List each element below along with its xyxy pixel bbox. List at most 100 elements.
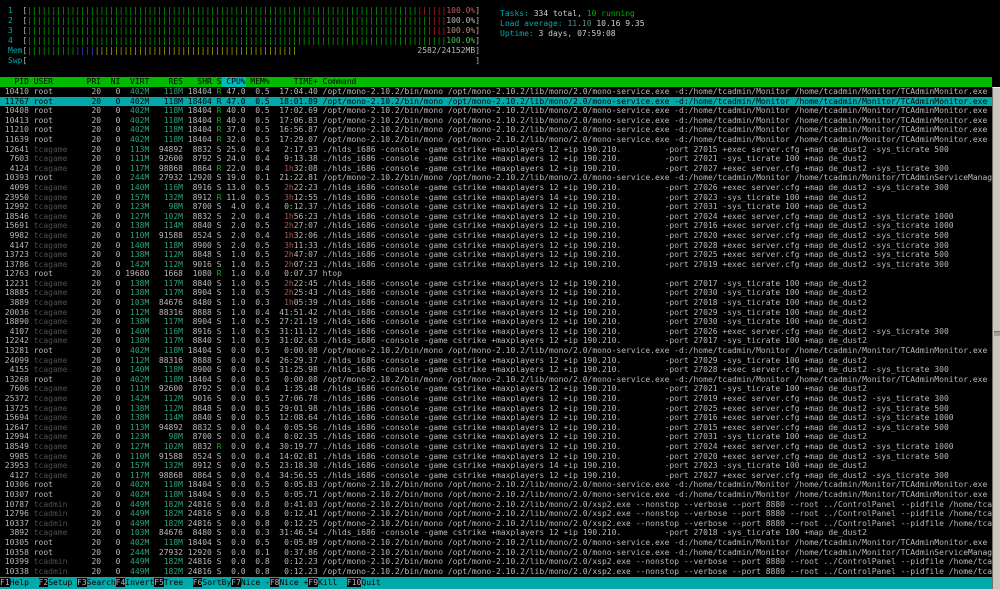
process-row[interactable]: 12763 root 20 0 19680 1668 1080 R 1.0 0.0 0:07.37 h… <box>0 269 992 279</box>
fkey-nice[interactable]: F7 <box>231 578 241 587</box>
cell-pid: 10338 <box>4 566 29 576</box>
process-row[interactable]: 10338 tcadmin 20 0 449M 182M 24816 S 0.0 0.8 0:12.… <box>0 567 992 577</box>
process-row[interactable]: 9982 tcagame 20 0 110M 91588 8524 S 2.0 0.4 1h32:0… <box>0 231 992 241</box>
cell-res: 118M <box>163 537 183 547</box>
cell-cpu: 1.0 <box>231 336 246 346</box>
process-row[interactable]: 18546 tcagame 20 0 127M 102M 8832 S 2.0 0.4 1h56:2… <box>0 212 992 222</box>
fkey-label-setup[interactable]: Setup <box>48 578 78 587</box>
process-row[interactable]: 9985 tcagame 20 0 110M 91588 8524 S 0.0 0.4 14:02.… <box>0 452 992 462</box>
column-header-res[interactable]: RES <box>168 77 183 86</box>
cell-time: 2h22:23 <box>284 182 318 192</box>
fkey-label-invert[interactable]: Invert <box>125 578 155 587</box>
process-row[interactable]: 12796 tcadmin 20 0 449M 182M 24816 S 0.0 0.8 0:12.… <box>0 509 992 519</box>
process-row[interactable]: 12994 tcagame 20 0 123M 98M 8700 S 0.0 0.4 0:02.35… <box>0 432 992 442</box>
cell-cpu: 0.0 <box>231 394 246 403</box>
process-row[interactable]: 10410 root 20 0 402M 118M 18404 R 47.0 0.5 17:04.4… <box>0 87 992 97</box>
fkey-label-search[interactable]: Search <box>86 578 116 587</box>
process-row[interactable]: 4127 tcagame 20 0 117M 98868 8864 S 0.0 0.4 34:56.… <box>0 471 992 481</box>
process-row[interactable]: 24099 tcagame 20 0 112M 88316 8888 S 0.0 0.4 26:29… <box>0 356 992 366</box>
process-row[interactable]: 13786 tcagame 20 0 142M 112M 9016 S 1.0 0.5 2h07:2… <box>0 260 992 270</box>
process-row[interactable]: 10399 tcadmin 20 0 449M 182M 24816 S 0.0 0.8 0:12.… <box>0 557 992 567</box>
cell-ni: 0 <box>115 557 121 567</box>
process-row[interactable]: 20036 tcagame 20 0 112M 88316 8888 S 1.0 0.4 41:51… <box>0 308 992 318</box>
process-row[interactable]: 12641 tcagame 20 0 113M 94892 8832 S 25.0 0.4 2:17… <box>0 145 992 155</box>
process-row[interactable]: 23953 tcagame 20 0 157M 132M 8912 S 0.0 0.5 23:18.… <box>0 461 992 471</box>
process-row[interactable]: 23950 tcagame 20 0 157M 132M 8912 R 11.0 0.5 3h12:… <box>0 193 992 203</box>
fkey-kill[interactable]: F9 <box>308 578 319 587</box>
process-row[interactable]: 4099 tcagame 20 0 140M 116M 8916 S 13.0 0.5 2h22:2… <box>0 183 992 193</box>
column-header-pid[interactable]: PID <box>14 77 29 86</box>
process-row[interactable]: 4155 tcagame 20 0 140M 118M 8900 S 0.0 0.5 31:25.9… <box>0 365 992 375</box>
process-row[interactable]: 10787 tcadmin 20 0 449M 182M 24816 S 0.0 0.8 0:41.… <box>0 500 992 510</box>
process-row[interactable]: 13725 tcagame 20 0 138M 112M 8848 S 0.0 0.5 29:01.… <box>0 404 992 414</box>
scrollbar[interactable] <box>992 87 1000 589</box>
fkey-tree[interactable]: F5 <box>154 578 164 587</box>
column-header-shr[interactable]: SHR <box>197 77 212 86</box>
process-row[interactable]: 12231 tcagame 20 0 138M 117M 8840 S 1.0 0.5 2h22:4… <box>0 279 992 289</box>
fkey-label-sortby[interactable]: SortBy <box>202 578 232 587</box>
fkey-setup[interactable]: F2 <box>38 578 49 587</box>
process-row[interactable]: 13281 root 20 0 402M 118M 18404 S 0.0 0.5 0:00.08 /… <box>0 346 992 356</box>
process-row[interactable]: 13723 tcagame 20 0 138M 112M 8848 S 1.0 0.5 2h47:0… <box>0 250 992 260</box>
process-row[interactable]: 10306 root 20 0 402M 118M 18404 S 0.0 0.5 0:05.83 /… <box>0 480 992 490</box>
column-header-virt[interactable]: VIRT <box>130 77 150 86</box>
process-row[interactable]: 10305 root 20 0 402M 118M 18404 S 0.0 0.5 0:05.89 /… <box>0 538 992 548</box>
process-row[interactable]: 12242 tcagame 20 0 138M 117M 8840 S 1.0 0.5 31:02.… <box>0 336 992 346</box>
process-row[interactable]: 15694 tcagame 20 0 138M 114M 8840 S 0.0 0.5 12:08.… <box>0 413 992 423</box>
fkey-search[interactable]: F3 <box>77 578 87 587</box>
column-header-time[interactable]: TIME+ <box>293 77 318 86</box>
cell-shr: 8840 <box>192 413 212 423</box>
scrollbar-thumb[interactable] <box>994 331 1000 336</box>
process-row[interactable]: 3892 tcagame 20 0 103M 84676 8480 S 0.0 0.3 31:46.… <box>0 528 992 538</box>
fkey-label-tree[interactable]: Tree <box>163 578 193 587</box>
process-row[interactable]: 7603 tcagame 20 0 111M 92600 8792 S 24.0 0.4 9:13.… <box>0 154 992 164</box>
fkey-help[interactable]: F1 <box>0 578 10 587</box>
cell-ni: 0 <box>115 192 121 202</box>
process-row[interactable]: 25372 tcagame 20 0 142M 112M 9016 S 0.0 0.5 27:06.… <box>0 394 992 404</box>
cell-pid: 15694 <box>4 413 29 423</box>
cell-pid: 4127 <box>9 470 29 480</box>
fkey-quit[interactable]: F10 <box>346 578 362 587</box>
fkey-label-quit[interactable]: Quit <box>361 578 391 587</box>
column-header-command[interactable]: Command <box>322 77 357 86</box>
process-row[interactable]: 10337 tcadmin 20 0 449M 182M 24816 S 0.0 0.8 0:12.… <box>0 519 992 529</box>
process-row[interactable]: 10413 root 20 0 402M 118M 18404 R 40.0 0.5 17:06.8… <box>0 116 992 126</box>
fkey-invert[interactable]: F4 <box>115 578 126 587</box>
fkey-nice[interactable]: F8 <box>269 578 280 587</box>
process-row-selected[interactable]: 11767 root 20 0 402M 118M 18404 R 47.0 0.5 18:01.8… <box>0 96 992 107</box>
process-row[interactable]: 7606 tcagame 20 0 111M 92600 8792 S 0.0 0.4 1:35.4… <box>0 384 992 394</box>
fkey-sortby[interactable]: F6 <box>192 578 203 587</box>
process-row[interactable]: 4147 tcagame 20 0 140M 118M 8900 S 2.0 0.5 3h11:33… <box>0 241 992 251</box>
fkey-label-nice[interactable]: Nice + <box>279 578 309 587</box>
process-row[interactable]: 10307 root 20 0 402M 118M 18404 S 0.0 0.5 0:05.71 /… <box>0 490 992 500</box>
cell-time: 26:29.37 <box>279 355 318 365</box>
process-row[interactable]: 13268 root 20 0 402M 118M 18404 S 0.0 0.5 0:00.08 /… <box>0 375 992 385</box>
process-row[interactable]: 10358 root 20 0 244M 27932 12920 S 0.0 0.1 0:37.86… <box>0 548 992 558</box>
column-header-mem[interactable]: MEM% <box>250 77 270 86</box>
column-header-user[interactable]: USER <box>33 77 53 86</box>
fkey-label-nice[interactable]: Nice - <box>240 578 270 587</box>
process-row[interactable]: 11210 root 20 0 402M 118M 18404 R 37.0 0.5 16:56.8… <box>0 125 992 135</box>
column-header-s[interactable]: S <box>216 77 222 86</box>
process-row[interactable]: 11639 root 20 0 402M 118M 18404 R 32.0 0.5 17:29.0… <box>0 135 992 145</box>
process-row[interactable]: 10408 root 20 0 402M 118M 18404 R 40.0 0.5 17:02.6… <box>0 106 992 116</box>
process-row[interactable]: 18890 tcagame 20 0 138M 117M 8904 S 1.0 0.5 27:21.… <box>0 317 992 327</box>
cell-mem: 0.5 <box>255 413 270 423</box>
column-header-ni[interactable]: NI <box>110 77 121 86</box>
process-row[interactable]: 15691 tcagame 20 0 138M 114M 8840 S 2.0 0.5 2h27:0… <box>0 221 992 231</box>
process-row[interactable]: 10393 root 20 0 244M 27932 12920 S 19.0 0.1 21:22.… <box>0 173 992 183</box>
fkey-label-help[interactable]: Help <box>9 578 39 587</box>
cell-time: 0:00.08 <box>284 374 318 384</box>
process-row[interactable]: 4107 tcagame 20 0 140M 116M 8916 S 1.0 0.5 31:11.1… <box>0 327 992 337</box>
process-row[interactable]: 18885 tcagame 20 0 138M 117M 8904 S 1.0 0.5 2h25:4… <box>0 288 992 298</box>
column-header-cpu[interactable]: CPU% <box>221 77 246 87</box>
fkey-label-kill[interactable]: Kill <box>318 578 347 587</box>
column-header-pri[interactable]: PRI <box>86 77 102 86</box>
process-row[interactable]: 3889 tcagame 20 0 103M 84676 8480 S 1.0 0.3 1h05:3… <box>0 298 992 308</box>
cell-time: 17:04.40 <box>279 87 318 96</box>
cell-s: R <box>216 134 222 144</box>
process-row[interactable]: 4124 tcagame 20 0 117M 98868 8864 R 22.0 0.4 1h32:… <box>0 164 992 174</box>
process-row[interactable]: 12647 tcagame 20 0 113M 94892 8832 S 0.0 0.4 0:05.… <box>0 423 992 433</box>
process-row[interactable]: 18549 tcagame 20 0 127M 102M 8832 R 0.0 0.4 30:19.… <box>0 442 992 452</box>
process-row[interactable]: 12992 tcagame 20 0 123M 98M 8700 S 4.0 0.4 0:12.37… <box>0 202 992 212</box>
